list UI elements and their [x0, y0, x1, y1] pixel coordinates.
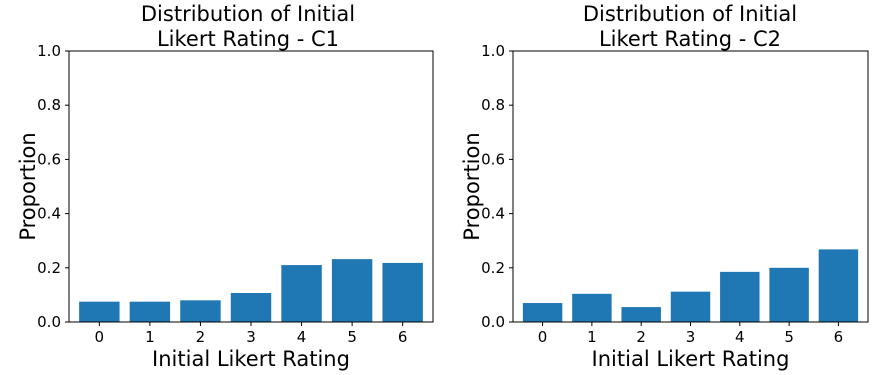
bar-3 — [230, 293, 272, 322]
x-tick-label: 3 — [246, 328, 256, 346]
y-tick-label: 0.2 — [481, 259, 505, 277]
bar-1 — [572, 293, 612, 322]
bar-4 — [720, 271, 760, 322]
chart-title: Distribution of Initial Likert Rating - C… — [583, 2, 797, 51]
x-tick-label: 1 — [145, 328, 155, 346]
bar-4 — [281, 265, 322, 322]
y-tick-label: 0.2 — [37, 259, 61, 277]
x-axis-label: Initial Likert Rating — [592, 347, 790, 371]
bar-0 — [522, 303, 563, 322]
x-tick-label: 1 — [587, 328, 597, 346]
x-tick-label: 0 — [538, 328, 548, 346]
y-tick-label: 0.4 — [37, 205, 61, 223]
x-tick-label: 5 — [347, 328, 357, 346]
bar-6 — [818, 249, 859, 322]
x-tick-label: 4 — [297, 328, 307, 346]
x-tick-label: 2 — [636, 328, 646, 346]
chart-panel-c1: 0.0 0.2 0.4 0.6 0.8 1.0 0 1 2 3 4 5 6 Initial Likert … — [16, 2, 434, 371]
x-tick-label: 6 — [834, 328, 844, 346]
chart-panel-c2: 0.0 0.2 0.4 0.6 0.8 1.0 0 1 2 3 4 5 6 Initial Likert … — [460, 2, 869, 371]
bar-1 — [129, 301, 171, 322]
bar-5 — [331, 259, 373, 322]
y-tick-label: 0.8 — [37, 96, 61, 114]
bar-5 — [769, 267, 809, 322]
x-axis-label: Initial Likert Rating — [152, 347, 350, 371]
bar-0 — [79, 301, 120, 322]
x-tick-label: 3 — [686, 328, 696, 346]
y-tick-label: 0.6 — [37, 150, 61, 168]
bar-3 — [670, 291, 711, 322]
y-tick-label: 0.4 — [481, 205, 505, 223]
x-tick-label: 0 — [95, 328, 105, 346]
y-tick-label: 1.0 — [37, 42, 61, 60]
y-tick-label: 0.0 — [481, 313, 505, 331]
chart-title: Distribution of Initial Likert Rating - C… — [141, 2, 355, 51]
y-axis-label: Proportion — [16, 132, 40, 240]
x-tick-label: 2 — [196, 328, 206, 346]
x-tick-label: 5 — [784, 328, 794, 346]
y-axis-label: Proportion — [460, 132, 484, 240]
y-tick-label: 0.0 — [37, 313, 61, 331]
bar-6 — [382, 262, 423, 322]
y-tick-label: 0.6 — [481, 150, 505, 168]
y-tick-label: 1.0 — [481, 42, 505, 60]
bar-2 — [180, 300, 221, 322]
plot-frame — [512, 50, 869, 323]
y-tick-label: 0.8 — [481, 96, 505, 114]
x-tick-label: 6 — [398, 328, 408, 346]
bar-2 — [621, 307, 661, 322]
plot-frame — [68, 50, 434, 323]
x-tick-label: 4 — [735, 328, 745, 346]
